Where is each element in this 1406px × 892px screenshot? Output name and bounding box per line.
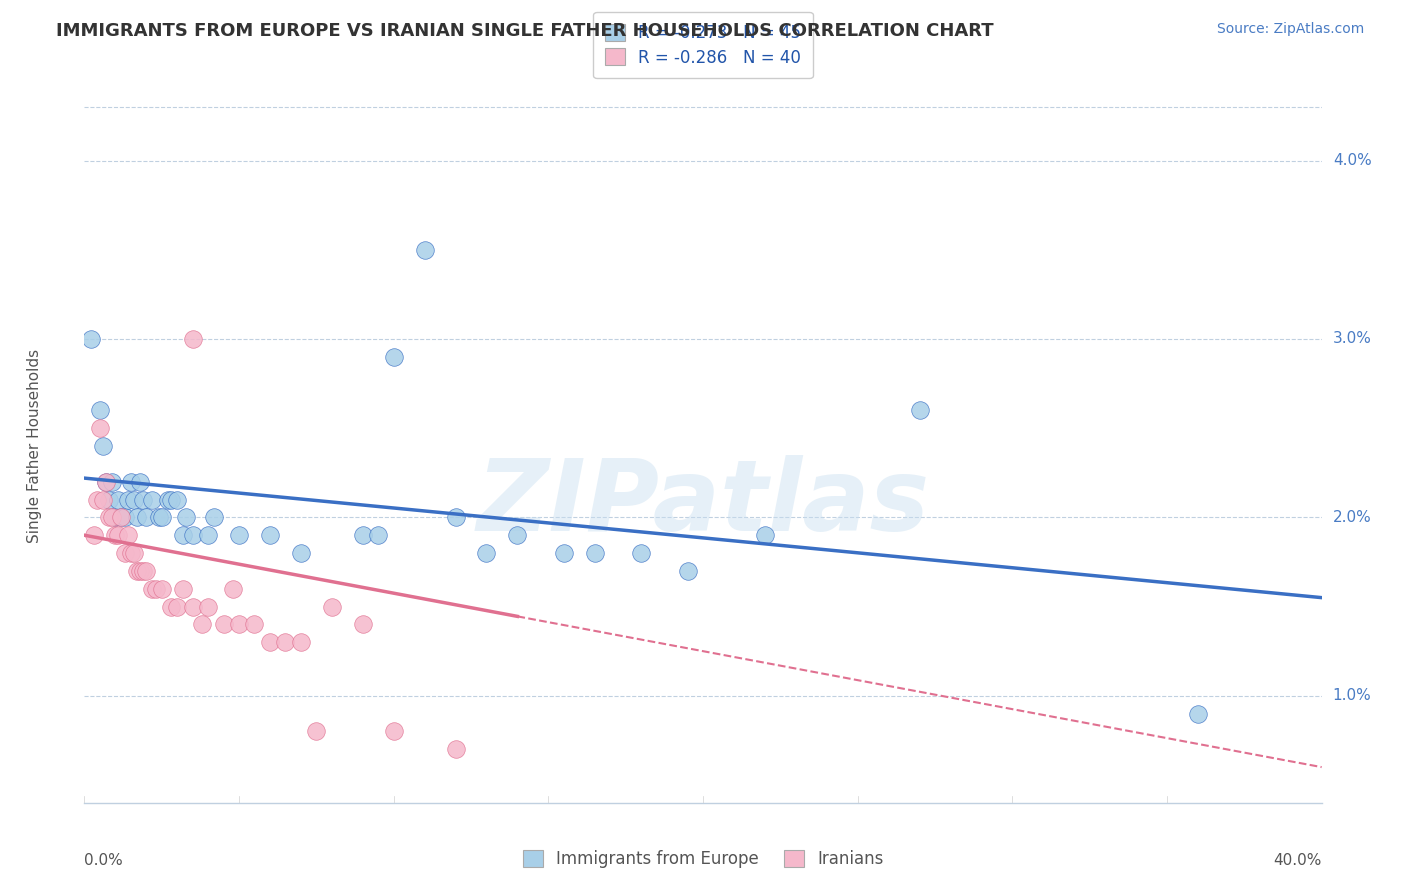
Point	[114, 546, 136, 560]
Point	[259, 635, 281, 649]
Point	[129, 475, 152, 489]
Point	[290, 546, 312, 560]
Point	[83, 528, 105, 542]
Text: ZIPatlas: ZIPatlas	[477, 455, 929, 551]
Point	[444, 742, 467, 756]
Point	[197, 528, 219, 542]
Point	[94, 475, 117, 489]
Text: 1.0%: 1.0%	[1333, 689, 1371, 703]
Point	[98, 510, 121, 524]
Point	[191, 617, 214, 632]
Point	[132, 564, 155, 578]
Point	[135, 564, 157, 578]
Legend: Immigrants from Europe, Iranians: Immigrants from Europe, Iranians	[510, 838, 896, 880]
Point	[1187, 706, 1209, 721]
Point	[197, 599, 219, 614]
Point	[243, 617, 266, 632]
Point	[141, 492, 163, 507]
Point	[274, 635, 297, 649]
Point	[413, 243, 436, 257]
Point	[754, 528, 776, 542]
Point	[125, 564, 148, 578]
Point	[172, 528, 194, 542]
Point	[202, 510, 225, 524]
Point	[290, 635, 312, 649]
Point	[228, 528, 250, 542]
Text: IMMIGRANTS FROM EUROPE VS IRANIAN SINGLE FATHER HOUSEHOLDS CORRELATION CHART: IMMIGRANTS FROM EUROPE VS IRANIAN SINGLE…	[56, 22, 994, 40]
Point	[122, 492, 145, 507]
Text: 3.0%: 3.0%	[1333, 332, 1372, 346]
Point	[79, 332, 101, 346]
Point	[117, 492, 139, 507]
Point	[145, 582, 167, 596]
Point	[120, 546, 142, 560]
Text: 0.0%: 0.0%	[84, 853, 124, 868]
Point	[110, 510, 132, 524]
Point	[132, 492, 155, 507]
Point	[172, 582, 194, 596]
Point	[150, 510, 173, 524]
Point	[630, 546, 652, 560]
Point	[444, 510, 467, 524]
Point	[86, 492, 108, 507]
Point	[228, 617, 250, 632]
Point	[117, 528, 139, 542]
Point	[382, 724, 405, 739]
Point	[181, 599, 204, 614]
Point	[122, 546, 145, 560]
Point	[583, 546, 606, 560]
Point	[89, 421, 111, 435]
Point	[382, 350, 405, 364]
Point	[259, 528, 281, 542]
Point	[104, 528, 127, 542]
Point	[352, 528, 374, 542]
Point	[321, 599, 343, 614]
Point	[166, 492, 188, 507]
Text: 2.0%: 2.0%	[1333, 510, 1371, 524]
Point	[114, 510, 136, 524]
Point	[141, 582, 163, 596]
Point	[91, 439, 114, 453]
Point	[181, 528, 204, 542]
Point	[305, 724, 328, 739]
Point	[94, 475, 117, 489]
Text: Source: ZipAtlas.com: Source: ZipAtlas.com	[1216, 22, 1364, 37]
Point	[352, 617, 374, 632]
Point	[101, 475, 124, 489]
Point	[101, 510, 124, 524]
Point	[98, 492, 121, 507]
Point	[222, 582, 245, 596]
Point	[166, 599, 188, 614]
Point	[107, 528, 129, 542]
Point	[160, 599, 183, 614]
Point	[107, 492, 129, 507]
Point	[156, 492, 179, 507]
Point	[120, 475, 142, 489]
Point	[129, 564, 152, 578]
Point	[553, 546, 575, 560]
Point	[104, 510, 127, 524]
Point	[110, 510, 132, 524]
Point	[506, 528, 529, 542]
Point	[908, 403, 931, 417]
Point	[91, 492, 114, 507]
Point	[148, 510, 170, 524]
Point	[160, 492, 183, 507]
Point	[135, 510, 157, 524]
Point	[475, 546, 498, 560]
Point	[212, 617, 235, 632]
Point	[150, 582, 173, 596]
Text: 40.0%: 40.0%	[1274, 853, 1322, 868]
Text: 4.0%: 4.0%	[1333, 153, 1371, 168]
Point	[676, 564, 699, 578]
Point	[176, 510, 198, 524]
Point	[367, 528, 389, 542]
Point	[181, 332, 204, 346]
Point	[89, 403, 111, 417]
Point	[125, 510, 148, 524]
Text: Single Father Households: Single Father Households	[27, 349, 42, 543]
